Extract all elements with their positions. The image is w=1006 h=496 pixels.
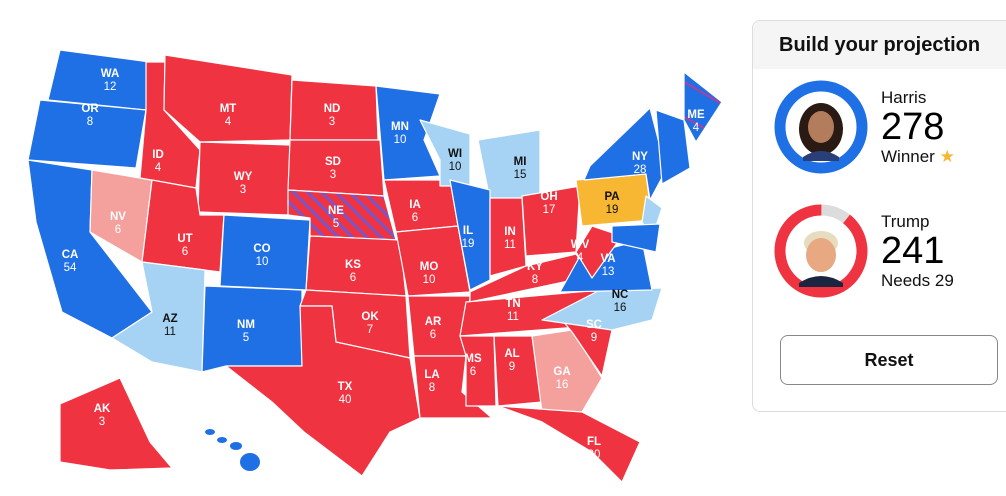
trump-photo (799, 231, 843, 287)
reset-button[interactable]: Reset (780, 335, 998, 385)
state-wa[interactable] (47, 49, 151, 111)
panel-title: Build your projection (753, 21, 1006, 69)
state-nc[interactable] (541, 287, 663, 331)
state-fl[interactable] (497, 405, 641, 483)
harris-photo (799, 103, 843, 161)
electoral-votes: 241 (881, 230, 945, 272)
state-tx[interactable] (225, 305, 421, 477)
state-ms[interactable] (459, 335, 497, 407)
candidate-trump: Trump 241 Needs 29 (773, 203, 954, 299)
candidate-name: Trump (881, 212, 930, 231)
state-ak[interactable] (59, 377, 173, 471)
state-in[interactable] (489, 197, 527, 277)
state-ar[interactable] (407, 295, 471, 357)
state-oh[interactable] (521, 185, 581, 257)
harris-ring (773, 79, 869, 175)
state-il[interactable] (449, 179, 491, 291)
candidate-harris: Harris 278 Winner ★ (773, 79, 955, 175)
projection-panel: Build your projection Harris 278 Winner … (752, 20, 1006, 412)
state-or[interactable] (27, 99, 147, 169)
state-mt[interactable] (163, 54, 293, 143)
star-icon: ★ (939, 147, 955, 166)
state-mo[interactable] (395, 225, 471, 297)
state-az[interactable] (111, 261, 206, 373)
state-ks[interactable] (305, 235, 407, 297)
candidate-status: Needs 29 (881, 271, 954, 290)
trump-ring (773, 203, 869, 299)
state-md-de[interactable] (611, 223, 661, 253)
state-ia[interactable] (383, 179, 459, 233)
state-hi[interactable] (240, 453, 260, 471)
new-england[interactable] (655, 109, 691, 185)
state-sd[interactable] (287, 139, 385, 197)
state-me[interactable] (683, 71, 723, 143)
state-pa[interactable] (575, 173, 653, 227)
state-hi[interactable] (217, 437, 227, 443)
candidate-status: Winner (881, 147, 935, 166)
state-hi[interactable] (230, 442, 242, 450)
electoral-votes: 278 (881, 106, 945, 148)
state-nm[interactable] (201, 285, 303, 373)
state-co[interactable] (219, 214, 311, 291)
state-nd[interactable] (289, 79, 379, 141)
candidate-name: Harris (881, 88, 927, 107)
state-hi[interactable] (205, 429, 215, 435)
state-mn[interactable] (375, 85, 441, 181)
state-wy[interactable] (197, 141, 291, 216)
